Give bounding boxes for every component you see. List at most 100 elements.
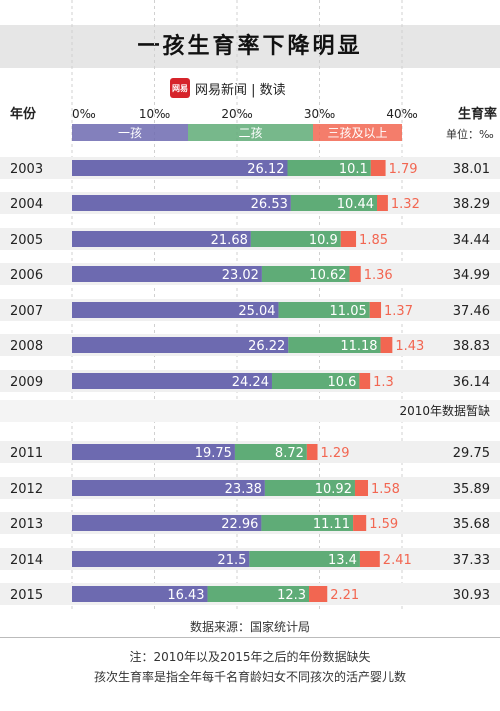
value-label-third: 2.41 xyxy=(383,553,412,568)
total-rate: 35.68 xyxy=(453,517,490,532)
value-label-third: 1.58 xyxy=(371,482,400,497)
value-label-first: 26.53 xyxy=(251,197,288,212)
bar-second-child xyxy=(264,480,355,496)
missing-data-note: 2010年数据暂缺 xyxy=(399,403,490,418)
year-label: 2006 xyxy=(10,268,43,283)
value-label-first: 23.02 xyxy=(222,268,259,283)
total-rate: 34.99 xyxy=(453,268,490,283)
year-label: 2007 xyxy=(10,304,43,319)
footer-note-2: 孩次生育率是指全年每千名育龄妇女不同孩次的活产婴儿数 xyxy=(93,670,406,684)
bar-third-child xyxy=(306,444,318,460)
total-rate: 30.93 xyxy=(453,588,490,603)
rate-column-header: 生育率 xyxy=(458,106,497,122)
value-label-second: 11.11 xyxy=(313,517,350,532)
footer-divider xyxy=(0,637,500,638)
bar-first-child xyxy=(72,480,265,496)
bar-third-child xyxy=(370,160,386,176)
missing-row-bg xyxy=(0,400,500,422)
bar-third-child xyxy=(340,231,357,247)
bar-third-child xyxy=(359,551,380,567)
year-label: 2005 xyxy=(10,233,43,248)
bar-second-child xyxy=(271,373,360,389)
bar-second-child xyxy=(288,337,381,353)
bar-first-child xyxy=(72,551,250,567)
bar-first-child xyxy=(72,337,289,353)
bar-first-child xyxy=(72,515,262,531)
data-source: 数据来源：国家统计局 xyxy=(189,620,310,634)
bar-third-child xyxy=(309,586,328,602)
value-label-third: 1.79 xyxy=(389,162,418,177)
year-column-header: 年份 xyxy=(10,106,37,122)
legend-label: 三孩及以上 xyxy=(327,126,387,140)
value-label-third: 1.43 xyxy=(395,339,424,354)
year-label: 2014 xyxy=(10,553,43,568)
year-label: 2013 xyxy=(10,517,43,532)
bar-second-child xyxy=(261,266,350,282)
bar-second-child xyxy=(250,231,341,247)
legend-label: 二孩 xyxy=(238,126,262,140)
bar-third-child xyxy=(353,515,367,531)
value-label-second: 10.92 xyxy=(315,482,352,497)
bar-second-child xyxy=(287,160,371,176)
value-label-second: 10.62 xyxy=(309,268,346,283)
value-label-first: 26.12 xyxy=(247,162,284,177)
total-rate: 35.89 xyxy=(453,482,490,497)
legend-label: 一孩 xyxy=(118,126,142,140)
bar-first-child xyxy=(72,266,262,282)
bar-first-child xyxy=(72,195,291,211)
bar-third-child xyxy=(349,266,361,282)
bar-second-child xyxy=(278,302,370,318)
total-rate: 34.44 xyxy=(453,233,490,248)
value-label-second: 10.6 xyxy=(327,375,356,390)
bar-second-child xyxy=(207,586,310,602)
total-rate: 38.01 xyxy=(453,162,490,177)
value-label-second: 11.05 xyxy=(330,304,367,319)
year-label: 2015 xyxy=(10,588,43,603)
total-rate: 36.14 xyxy=(453,375,490,390)
value-label-first: 22.96 xyxy=(221,517,258,532)
total-rate: 38.83 xyxy=(453,339,490,354)
total-rate: 37.46 xyxy=(453,304,490,319)
value-label-second: 11.18 xyxy=(340,339,377,354)
value-label-second: 12.3 xyxy=(277,588,306,603)
value-label-second: 13.4 xyxy=(328,553,357,568)
value-label-first: 16.43 xyxy=(167,588,204,603)
bar-third-child xyxy=(377,195,388,211)
bar-first-child xyxy=(72,160,288,176)
bar-first-child xyxy=(72,373,272,389)
total-rate: 37.33 xyxy=(453,553,490,568)
year-label: 2012 xyxy=(10,482,43,497)
unit-label: 单位：‰ xyxy=(446,127,494,141)
bar-third-child xyxy=(359,373,371,389)
bar-second-child xyxy=(249,551,360,567)
total-rate: 38.29 xyxy=(453,197,490,212)
value-label-second: 10.9 xyxy=(309,233,338,248)
value-label-third: 2.21 xyxy=(330,588,359,603)
value-label-first: 24.24 xyxy=(232,375,269,390)
value-label-first: 21.5 xyxy=(217,553,246,568)
value-label-second: 10.44 xyxy=(337,197,374,212)
value-label-third: 1.36 xyxy=(364,268,393,283)
legend-swatch xyxy=(188,124,313,141)
value-label-first: 25.04 xyxy=(238,304,275,319)
legend-swatch xyxy=(72,124,188,141)
bar-third-child xyxy=(369,302,382,318)
brand-text: 网易新闻 | 数读 xyxy=(195,82,286,98)
chart-title: 一孩生育率下降明显 xyxy=(0,25,500,68)
bar-second-child xyxy=(290,195,378,211)
bar-first-child xyxy=(72,444,235,460)
value-label-first: 19.75 xyxy=(195,446,232,461)
year-label: 2009 xyxy=(10,375,43,390)
netease-logo-icon: 网易 xyxy=(170,78,190,98)
total-rate: 29.75 xyxy=(453,446,490,461)
legend-swatch xyxy=(313,124,402,141)
year-label: 2011 xyxy=(10,446,43,461)
year-label: 2003 xyxy=(10,162,43,177)
bar-first-child xyxy=(72,231,251,247)
value-label-third: 1.3 xyxy=(373,375,394,390)
x-tick-label: 0‰ xyxy=(72,107,96,121)
value-label-third: 1.59 xyxy=(369,517,398,532)
bar-second-child xyxy=(261,515,354,531)
value-label-first: 23.38 xyxy=(225,482,262,497)
